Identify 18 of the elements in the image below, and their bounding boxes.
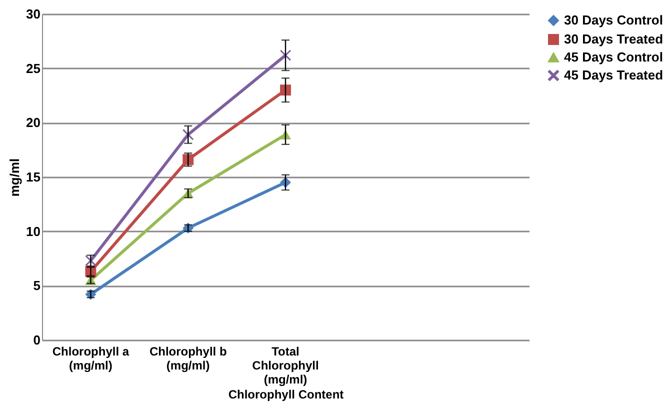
legend-label: 30 Days Control <box>564 12 663 28</box>
y-tick-label: 20 <box>26 115 40 130</box>
point <box>182 129 194 140</box>
x-axis-title: Chlorophyll Content <box>228 388 344 402</box>
y-tick-label: 10 <box>26 224 40 239</box>
y-axis-title: mg/ml <box>7 158 22 197</box>
y-tick-label: 0 <box>33 332 40 348</box>
y-tick-label: 25 <box>26 60 40 76</box>
point <box>280 84 291 96</box>
x-tick-label: Chlorophyll b (mg/ml) <box>149 344 227 372</box>
legend-label: 45 Days Treated <box>564 68 664 82</box>
legend-label: 45 Days Control <box>564 50 663 64</box>
y-tick-label: 15 <box>26 170 40 184</box>
legend-label: 30 Days Treated <box>564 32 664 46</box>
x-tick-label: Total Chlorophyll (mg/ml) <box>252 344 319 386</box>
y-tick-label: 30 <box>26 6 40 22</box>
y-tick-label: 5 <box>33 278 40 294</box>
x-tick-label: Chlorophyll a (mg/ml) <box>52 344 130 372</box>
